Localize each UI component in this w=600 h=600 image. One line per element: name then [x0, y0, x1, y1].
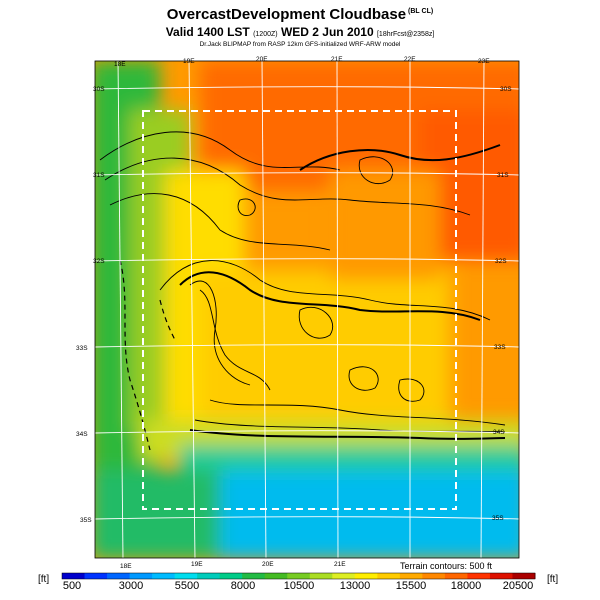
- right-lat-label: 31S: [497, 172, 509, 179]
- valid-time: Valid 1400 LST (1200Z) WED 2 Jun 2010 [1…: [0, 25, 600, 39]
- graticule: [95, 61, 519, 558]
- terrain-contours: [99, 131, 506, 433]
- top-lon-label: 22E: [404, 56, 416, 63]
- colorbar-swatch: [197, 573, 221, 579]
- left-lat-labels: 30S 31S 32S 33S 34S 35S: [76, 86, 105, 524]
- bold-contours: [179, 144, 506, 440]
- top-lon-label: 21E: [331, 56, 343, 63]
- colorbar-swatch: [84, 573, 108, 579]
- colorbar-tick: 500: [62, 580, 82, 592]
- colorbar-tick: 20500: [502, 580, 534, 592]
- colorbar-swatch: [129, 573, 153, 579]
- top-lon-label: 19E: [183, 58, 195, 65]
- colorbar-swatch: [287, 573, 311, 579]
- colorbar-swatch: [264, 573, 288, 579]
- right-lat-label: 32S: [495, 258, 507, 265]
- colorbar-swatch: [444, 573, 468, 579]
- bottom-lon-label: 18E: [120, 563, 132, 570]
- colorbar-swatch: [62, 573, 86, 579]
- left-lat-label: 35S: [80, 517, 92, 524]
- left-lat-label: 31S: [93, 172, 105, 179]
- domain-boundary: [142, 110, 457, 510]
- left-lat-label: 33S: [76, 345, 88, 352]
- right-lat-label: 33S: [494, 344, 506, 351]
- colorbar-tick: 15500: [395, 580, 427, 592]
- contour-note: Terrain contours: 500 ft: [400, 561, 493, 571]
- colorbar-swatch: [309, 573, 333, 579]
- credit-line: Dr.Jack BLIPMAP from RASP 12km GFS-initi…: [199, 41, 401, 48]
- colorbar: [62, 573, 536, 579]
- colorbar-swatch: [332, 573, 356, 579]
- colorbar-swatch: [399, 573, 423, 579]
- colorbar-tick: 10500: [283, 580, 315, 592]
- valid-prefix: Valid 1400 LST: [165, 25, 250, 39]
- right-lat-label: 35S: [492, 515, 504, 522]
- colorbar-unit-right: [ft]: [547, 574, 559, 585]
- colorbar-tick: 8000: [230, 580, 256, 592]
- right-lat-label: 30S: [500, 86, 512, 93]
- map-frame: [94, 60, 520, 559]
- bottom-lon-label: 19E: [191, 561, 203, 568]
- top-lon-label: 18E: [114, 61, 126, 68]
- colorbar-swatch: [422, 573, 446, 579]
- coastline: [119, 259, 176, 451]
- valid-forecast: [18hrFcst@2358z]: [376, 31, 435, 38]
- right-lat-label: 34S: [493, 429, 505, 436]
- colorbar-unit-left: [ft]: [38, 574, 50, 585]
- colorbar-tick: 18000: [450, 580, 482, 592]
- bottom-lon-label: 21E: [334, 561, 346, 568]
- colorbar-swatch: [152, 573, 176, 579]
- colorbar-swatch: [242, 573, 266, 579]
- valid-utc: (1200Z): [253, 31, 278, 38]
- right-lat-labels: 30S 31S 32S 33S 34S 35S: [492, 86, 512, 522]
- field-layer: [95, 61, 519, 558]
- chart-title: OvercastDevelopment Cloudbase (BL CL): [0, 6, 600, 23]
- bottom-lon-label: 20E: [262, 561, 274, 568]
- colorbar-swatch: [512, 573, 536, 579]
- colorbar-swatch: [377, 573, 401, 579]
- colorbar-swatch: [489, 573, 513, 579]
- colorbar-frame: [61, 572, 536, 580]
- colorbar-tick: 5500: [174, 580, 200, 592]
- valid-day: WED 2 Jun 2010: [280, 25, 374, 39]
- left-lat-label: 34S: [76, 431, 88, 438]
- left-lat-label: 30S: [93, 86, 105, 93]
- colorbar-swatch: [107, 573, 131, 579]
- top-lon-labels: 18E 19E 20E 21E 22E 23E: [114, 56, 490, 68]
- top-lon-label: 20E: [256, 56, 268, 63]
- title-suffix: (BL CL): [408, 8, 434, 15]
- colorbar-swatch: [354, 573, 378, 579]
- top-lon-label: 23E: [478, 58, 490, 65]
- title-text: OvercastDevelopment Cloudbase: [166, 6, 407, 23]
- colorbar-tick: 3000: [118, 580, 144, 592]
- left-lat-label: 32S: [93, 258, 105, 265]
- colorbar-tick: 13000: [339, 580, 371, 592]
- bottom-lon-labels: 18E 19E 20E 21E: [120, 561, 346, 570]
- colorbar-swatch: [467, 573, 491, 579]
- colorbar-swatch: [219, 573, 243, 579]
- colorbar-swatch: [174, 573, 198, 579]
